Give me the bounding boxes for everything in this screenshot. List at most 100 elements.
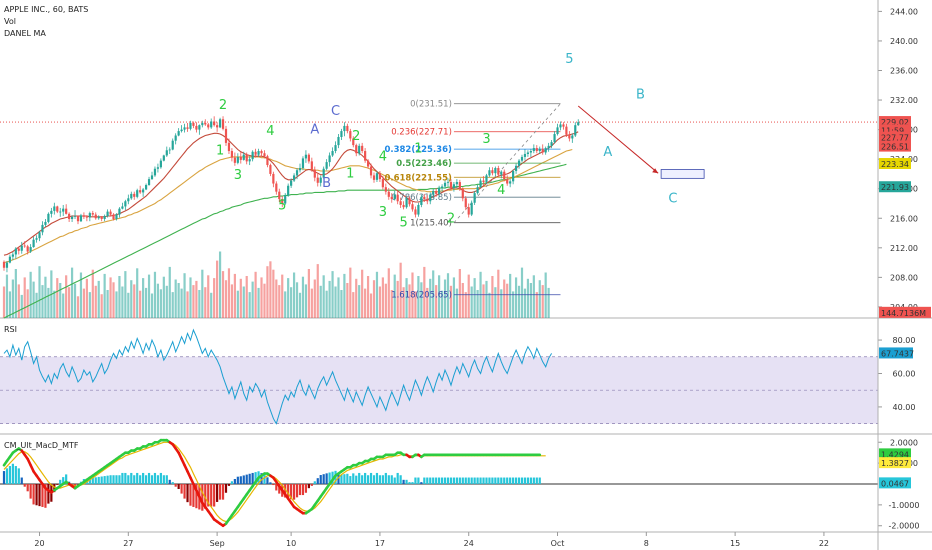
candle-body [541, 148, 544, 153]
macd-pane[interactable]: 2.00001.0000-1.0000-2.00001.42941.38270.… [0, 438, 932, 533]
macd-histogram-bar [479, 477, 482, 484]
candle-body [547, 145, 550, 149]
candle-body [405, 198, 408, 208]
macd-histogram-bar [272, 484, 275, 486]
candle-body [186, 127, 189, 129]
macd-histogram-bar [399, 475, 402, 484]
price-label-badge [879, 306, 931, 318]
volume-bar [420, 282, 423, 318]
volume-bar [41, 285, 44, 318]
candle-body [568, 134, 571, 139]
macd-histogram-bar [476, 477, 479, 484]
candle-body [369, 166, 373, 176]
time-tick-label: 22 [819, 539, 829, 548]
candle-body [408, 198, 411, 205]
volume-bar [429, 278, 432, 318]
macd-histogram-bar [150, 475, 154, 484]
candle-body [340, 131, 343, 137]
macd-histogram-bar [461, 477, 464, 484]
candle-body [514, 165, 518, 171]
time-tick-label: 15 [730, 539, 740, 548]
candle-body [517, 160, 521, 166]
macd-histogram-bar [216, 484, 219, 502]
volume-bar [417, 276, 420, 318]
macd-histogram-bar [59, 479, 62, 484]
wave-label: 3 [379, 205, 387, 220]
candle-body [470, 202, 473, 215]
vol-label: Vol [4, 17, 16, 26]
price-tick-label: 240.00 [890, 37, 918, 46]
macd-histogram-bar [29, 484, 32, 499]
candle-body [366, 160, 370, 167]
candle-body [452, 184, 456, 188]
candle-body [301, 158, 305, 169]
volume-bar [88, 292, 91, 318]
volume-bar [470, 286, 473, 318]
macd-histogram-bar [366, 475, 370, 484]
candle-body [438, 187, 441, 194]
macd-histogram-bar [201, 484, 204, 511]
volume-bar [290, 287, 293, 318]
candle-body [532, 148, 535, 152]
candle-body [23, 245, 26, 247]
macd-histogram-bar [133, 475, 136, 484]
candle-body [118, 208, 121, 215]
candle-body [82, 215, 86, 217]
volume-bar [118, 276, 121, 318]
candle-body [73, 216, 77, 217]
macd-histogram-bar [473, 477, 476, 484]
price-pane[interactable]: 244.00240.00236.00232.00228.00224.00220.… [0, 7, 932, 319]
volume-bar [364, 288, 367, 318]
volume-bar [272, 269, 275, 318]
candle-body [334, 145, 337, 152]
candle-body [571, 135, 574, 139]
candle-body [550, 142, 553, 146]
macd-histogram-bar [62, 477, 65, 484]
wave-label: 3 [234, 168, 242, 183]
candle-body [290, 180, 293, 186]
volume-bar [464, 292, 467, 318]
volume-bar [2, 286, 6, 318]
candle-body [192, 122, 195, 126]
volume-bar [529, 283, 532, 318]
candle-body [198, 125, 201, 130]
time-tick-label: 17 [375, 539, 385, 548]
macd-histogram-bar [295, 484, 299, 498]
volume-bar [56, 278, 59, 318]
price-label-text: 227.77 [881, 134, 909, 143]
rsi-tick-label: 40.00 [893, 403, 916, 412]
volume-bar [517, 285, 521, 318]
volume-bar [204, 287, 207, 318]
macd-histogram-bar [355, 475, 358, 484]
candle-body [230, 151, 234, 158]
candle-body [150, 175, 154, 180]
rsi-pane[interactable]: 80.00 60.00 40.00 67.7437 [0, 328, 932, 435]
time-tick-label: 24 [464, 539, 474, 548]
candle-body [440, 186, 444, 188]
macd-histogram-bar [147, 472, 151, 484]
macd-histogram-bar [455, 477, 458, 484]
candle-body [20, 245, 23, 251]
price-label-badge [879, 116, 911, 128]
candle-body [171, 140, 174, 150]
volume-bar [186, 291, 189, 318]
macd-histogram-bar [159, 472, 162, 484]
candle-body [372, 175, 376, 180]
volume-bar [298, 292, 302, 318]
candle-body [62, 208, 65, 212]
volume-bar [147, 274, 151, 318]
candle-body [387, 191, 390, 197]
candle-body [38, 232, 41, 239]
volume-bar [491, 276, 494, 318]
candle-body [59, 211, 62, 213]
volume-bar [435, 285, 438, 318]
macd-histogram-bar [287, 484, 290, 499]
wave-label: 2 [352, 129, 360, 144]
macd-histogram-bar [343, 474, 346, 484]
price-tick-label: 236.00 [890, 66, 918, 75]
volume-bar [68, 287, 71, 318]
candle-body [292, 175, 296, 181]
volume-bar [384, 283, 387, 318]
candle-body [11, 254, 14, 257]
